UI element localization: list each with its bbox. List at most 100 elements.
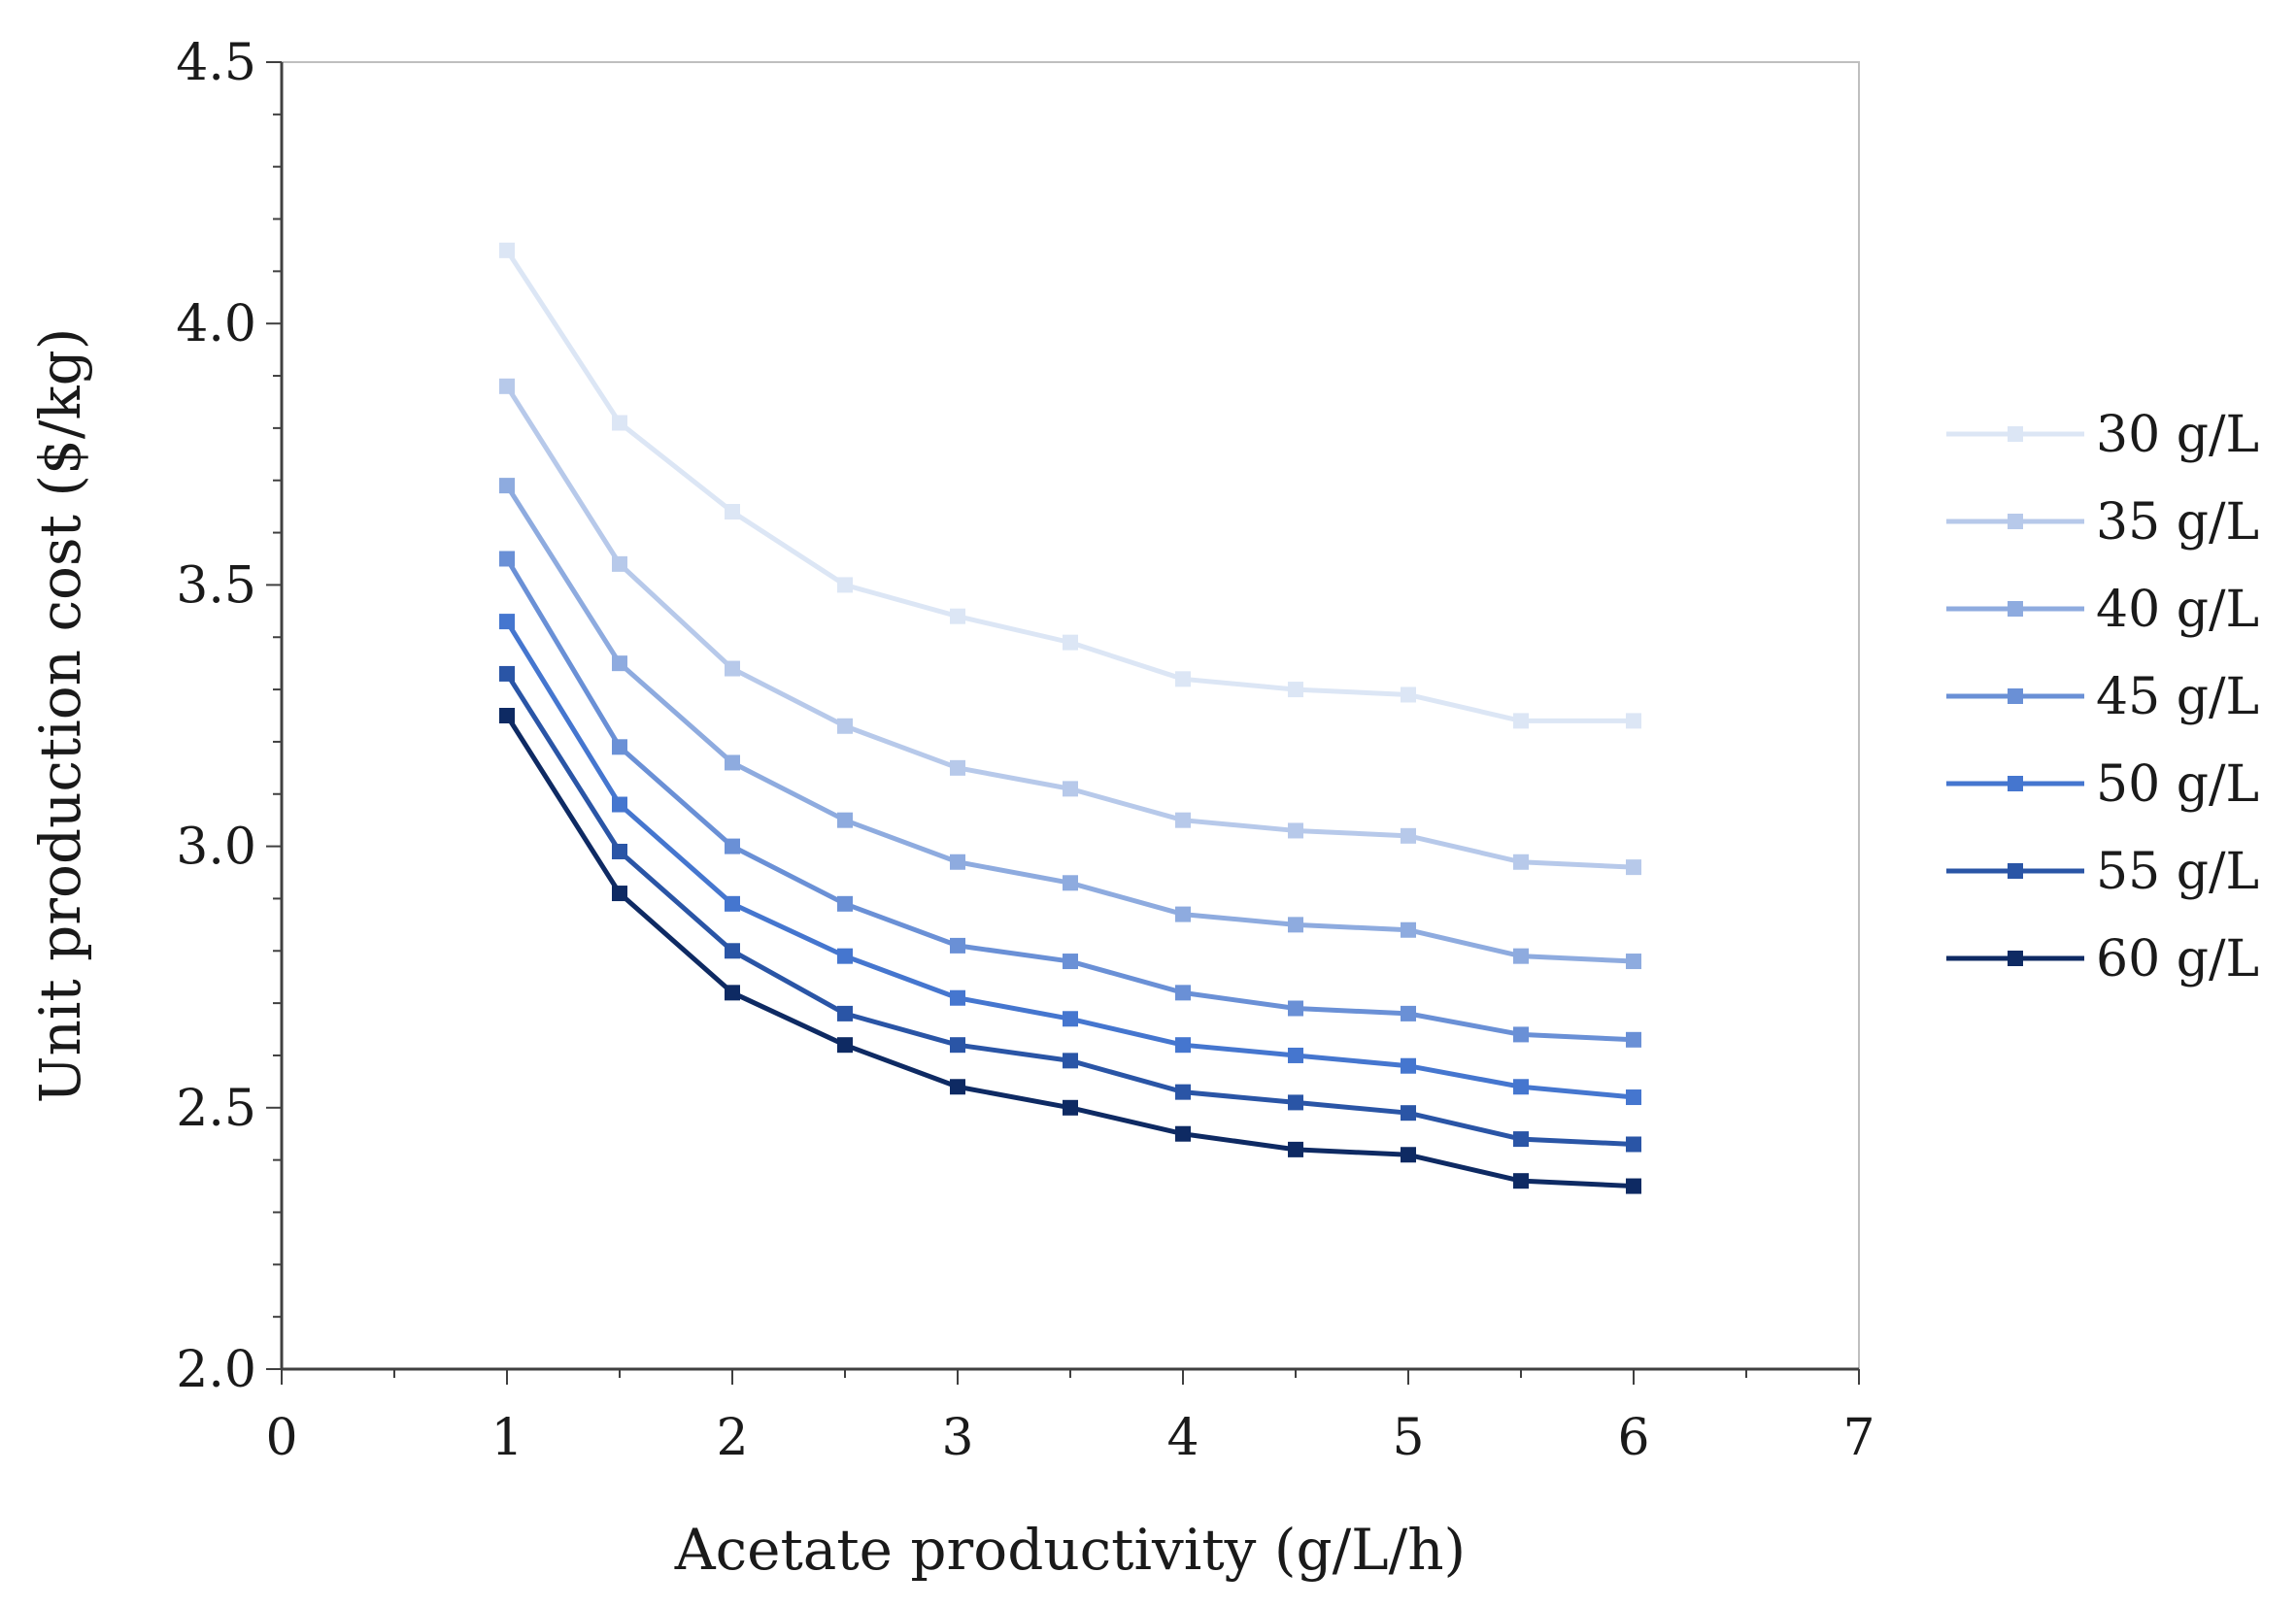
data-point bbox=[725, 985, 740, 1001]
data-point bbox=[1288, 682, 1303, 698]
legend-item: 35 g/L bbox=[1946, 493, 2259, 552]
data-point bbox=[725, 838, 740, 854]
data-point bbox=[1175, 1125, 1191, 1142]
data-point bbox=[612, 843, 627, 859]
x-axis-title: Acetate productivity (g/L/h) bbox=[674, 1517, 1466, 1583]
legend-marker bbox=[2008, 514, 2023, 529]
data-point bbox=[725, 943, 740, 959]
data-point bbox=[950, 854, 965, 870]
y-tick-label: 2.5 bbox=[176, 1080, 256, 1138]
data-point bbox=[837, 1005, 853, 1021]
data-point bbox=[499, 551, 515, 567]
data-point bbox=[1288, 1047, 1303, 1063]
y-tick-label: 3.5 bbox=[176, 556, 256, 615]
data-point bbox=[1175, 812, 1191, 828]
legend-item: 45 g/L bbox=[1946, 668, 2259, 726]
data-point bbox=[725, 660, 740, 677]
data-point bbox=[725, 754, 740, 771]
data-point bbox=[1513, 854, 1529, 870]
y-tick-label: 3.0 bbox=[176, 819, 256, 877]
legend-marker bbox=[2008, 951, 2023, 966]
legend-marker bbox=[2008, 601, 2023, 617]
data-point bbox=[499, 708, 515, 723]
data-point bbox=[1175, 1084, 1191, 1100]
data-point bbox=[1513, 948, 1529, 964]
data-point bbox=[1288, 822, 1303, 839]
series-30-g-l bbox=[499, 242, 1641, 729]
data-point bbox=[1063, 781, 1078, 797]
data-point bbox=[1401, 1147, 1416, 1163]
data-point bbox=[950, 1079, 965, 1095]
series-40-g-l bbox=[499, 478, 1641, 970]
legend-label: 35 g/L bbox=[2096, 493, 2259, 552]
legend-marker bbox=[2008, 426, 2023, 442]
data-point bbox=[1063, 1011, 1078, 1027]
data-point bbox=[950, 1037, 965, 1054]
series-50-g-l bbox=[499, 614, 1641, 1106]
legend-marker bbox=[2008, 776, 2023, 791]
data-point bbox=[1175, 671, 1191, 687]
data-point bbox=[1288, 1141, 1303, 1157]
data-point bbox=[950, 608, 965, 624]
data-point bbox=[1063, 875, 1078, 891]
data-point bbox=[1401, 1057, 1416, 1074]
data-point bbox=[499, 242, 515, 258]
data-point bbox=[499, 478, 515, 494]
series-55-g-l bbox=[499, 665, 1641, 1153]
data-point bbox=[837, 948, 853, 964]
data-point bbox=[1626, 954, 1641, 970]
data-point bbox=[1175, 1037, 1191, 1054]
data-point bbox=[612, 739, 627, 755]
x-tick-label: 6 bbox=[1617, 1409, 1649, 1467]
data-point bbox=[1063, 1053, 1078, 1069]
y-tick-label: 4.5 bbox=[176, 34, 256, 92]
data-point bbox=[1626, 713, 1641, 729]
data-point bbox=[499, 378, 515, 394]
data-point bbox=[1175, 985, 1191, 1001]
legend-label: 50 g/L bbox=[2096, 755, 2259, 814]
data-point bbox=[950, 937, 965, 954]
data-point bbox=[1401, 1005, 1416, 1021]
series-45-g-l bbox=[499, 551, 1641, 1048]
x-tick-label: 3 bbox=[941, 1409, 973, 1467]
y-tick-label: 2.0 bbox=[176, 1341, 256, 1399]
data-point bbox=[1513, 713, 1529, 729]
data-point bbox=[837, 577, 853, 593]
x-tick-label: 7 bbox=[1842, 1409, 1874, 1467]
legend-label: 45 g/L bbox=[2096, 668, 2259, 726]
data-point bbox=[499, 614, 515, 630]
y-tick-label: 4.0 bbox=[176, 295, 256, 353]
legend-label: 40 g/L bbox=[2096, 581, 2259, 639]
data-point bbox=[837, 718, 853, 734]
x-tick-label: 0 bbox=[265, 1409, 297, 1467]
data-point bbox=[1401, 921, 1416, 938]
series-35-g-l bbox=[499, 378, 1641, 876]
data-point bbox=[837, 895, 853, 912]
series-line bbox=[504, 249, 1634, 723]
data-point bbox=[1288, 1000, 1303, 1017]
legend-item: 60 g/L bbox=[1946, 930, 2259, 988]
data-point bbox=[1063, 1099, 1078, 1116]
legend-label: 55 g/L bbox=[2096, 843, 2259, 901]
data-point bbox=[1513, 1173, 1529, 1189]
y-minor-ticks bbox=[266, 61, 282, 1370]
x-tick-label: 4 bbox=[1166, 1409, 1199, 1467]
x-tick-labels: 0 1 2 3 4 5 6 7 bbox=[265, 1409, 1874, 1467]
data-point bbox=[1513, 1131, 1529, 1148]
data-point bbox=[1626, 1089, 1641, 1106]
data-point bbox=[1626, 1136, 1641, 1153]
data-point bbox=[1626, 1031, 1641, 1048]
series-line bbox=[504, 672, 1635, 1147]
x-tick-label: 2 bbox=[716, 1409, 748, 1467]
x-minor-ticks bbox=[281, 1369, 1860, 1385]
data-point bbox=[725, 895, 740, 912]
data-point bbox=[950, 759, 965, 776]
legend-item: 55 g/L bbox=[1946, 843, 2259, 901]
legend-item: 40 g/L bbox=[1946, 581, 2259, 639]
data-point bbox=[1626, 859, 1641, 876]
legend-label: 60 g/L bbox=[2096, 930, 2259, 988]
data-point bbox=[1288, 917, 1303, 933]
data-point bbox=[1626, 1178, 1641, 1194]
data-point bbox=[837, 1037, 853, 1054]
data-point bbox=[1175, 906, 1191, 922]
